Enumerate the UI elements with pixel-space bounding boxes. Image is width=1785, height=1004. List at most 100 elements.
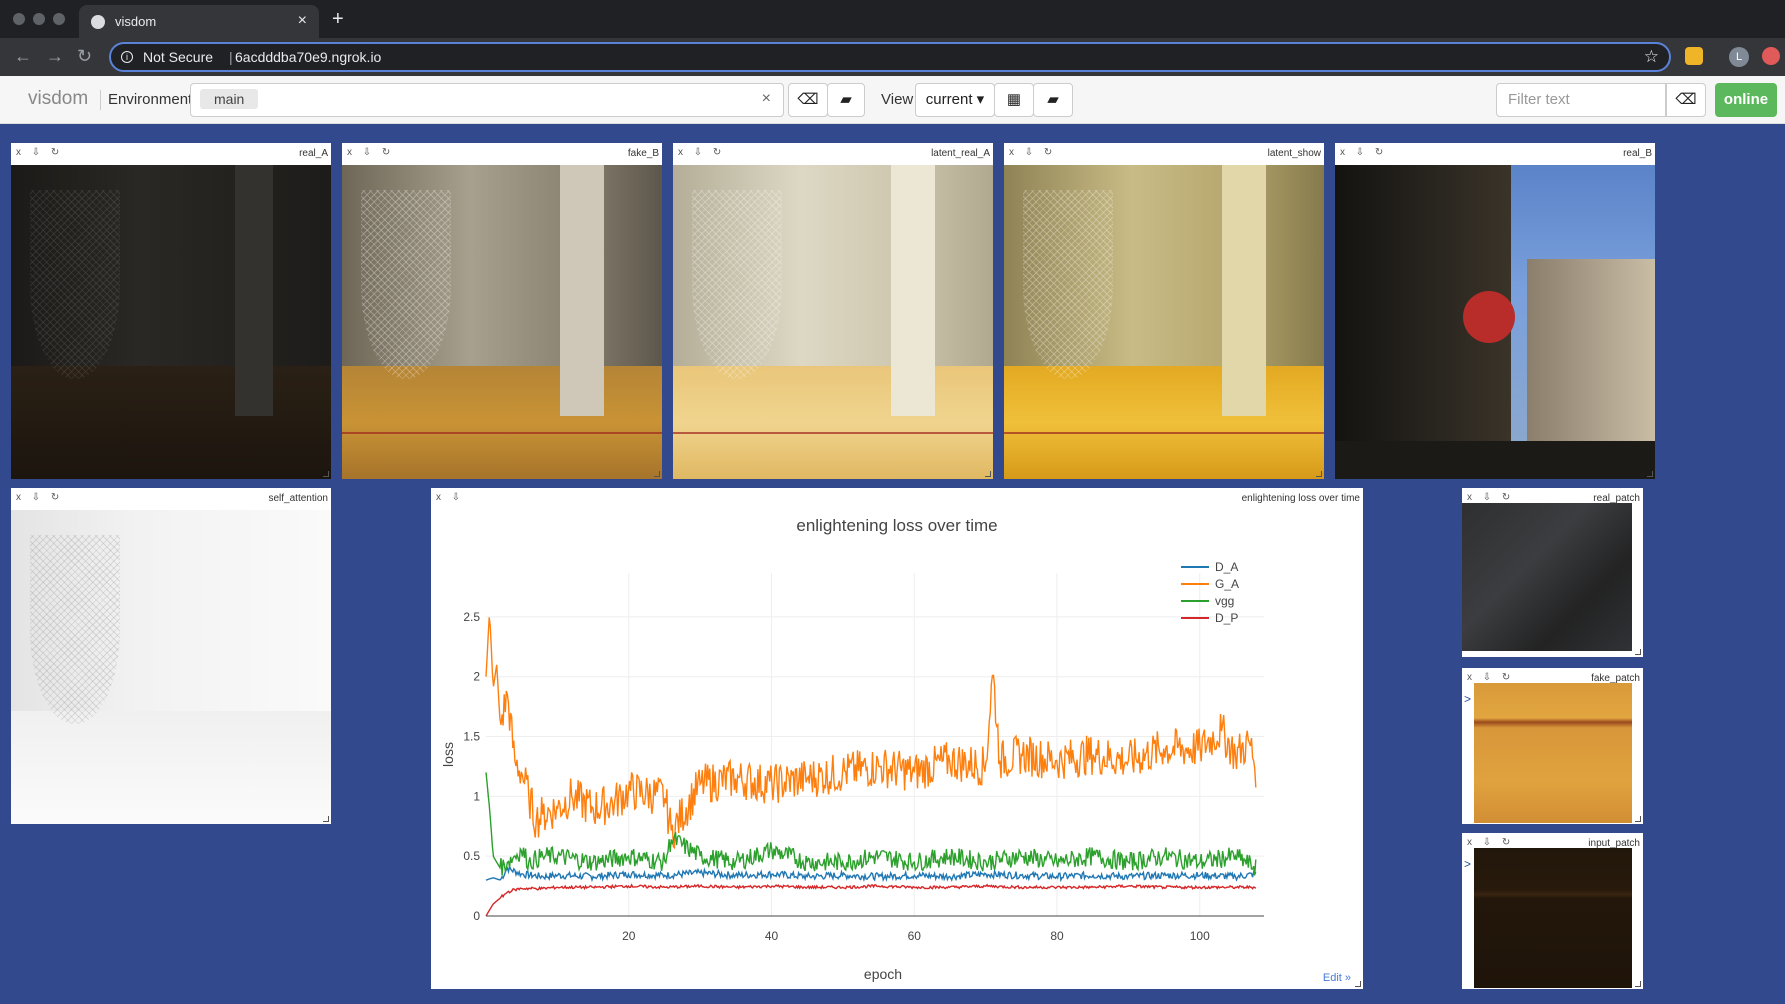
pane-controls-icon[interactable]: x ⇩ ↻ — [16, 492, 64, 503]
pane-controls-icon[interactable]: x ⇩ ↻ — [1467, 837, 1515, 848]
pane-fake-patch[interactable]: x ⇩ ↻ fake_patch > — [1462, 668, 1643, 824]
pane-controls-icon[interactable]: x ⇩ ↻ — [347, 147, 395, 158]
resize-handle[interactable] — [985, 471, 991, 477]
pane-loss-chart[interactable]: x ⇩ enlightening loss over time enlighte… — [431, 488, 1363, 989]
url-input[interactable]: i Not Secure | 6acdddba70e9.ngrok.io ☆ — [109, 42, 1671, 72]
pane-real-patch[interactable]: x ⇩ ↻ real_patch — [1462, 488, 1643, 657]
pane-title: input_patch — [1588, 838, 1640, 849]
view-select[interactable]: current ▾ — [915, 83, 995, 117]
edit-chart-link[interactable]: Edit » — [1322, 972, 1351, 984]
manage-views-button[interactable]: ▰ — [1033, 83, 1073, 117]
image-real-b — [1335, 165, 1655, 479]
x-tick-label: 60 — [908, 929, 922, 943]
y-tick-label: 0 — [473, 909, 480, 923]
pane-title: real_A — [299, 148, 328, 159]
loss-line-chart[interactable]: 20 40 60 80 100 0 0.5 1 1.5 2 2.5 epoch loss D_A G_Av… — [431, 488, 1363, 989]
repack-layout-button[interactable]: ▦ — [994, 83, 1034, 117]
pane-title: latent_show — [1267, 148, 1321, 159]
resize-handle[interactable] — [1355, 981, 1361, 987]
manage-environments-button[interactable]: ▰ — [827, 83, 865, 117]
clear-environment-button[interactable]: ⌫ — [788, 83, 828, 117]
pane-titlebar[interactable]: x ⇩ ↻ fake_patch — [1462, 668, 1643, 690]
pane-controls-icon[interactable]: x ⇩ ↻ — [1340, 147, 1388, 158]
pane-titlebar[interactable]: x ⇩ ↻ latent_real_A — [673, 143, 993, 165]
no-entry-sign-icon — [1463, 290, 1515, 343]
resize-handle[interactable] — [323, 816, 329, 822]
url-text: 6acdddba70e9.ngrok.io — [235, 49, 382, 65]
browser-tab[interactable]: visdom × — [79, 5, 319, 38]
connection-status-button[interactable]: online — [1715, 83, 1777, 117]
series-line-vgg — [485, 772, 1257, 876]
image-input-patch — [1474, 848, 1632, 988]
pane-title: fake_B — [627, 148, 659, 159]
y-tick-label: 1 — [473, 789, 480, 803]
resize-handle[interactable] — [1647, 471, 1653, 477]
view-label: View — [881, 91, 914, 108]
window-minimize-control[interactable] — [33, 13, 45, 25]
window-maximize-control[interactable] — [53, 13, 65, 25]
pane-latent-show[interactable]: x ⇩ ↻ latent_show — [1004, 143, 1324, 479]
pane-controls-icon[interactable]: x ⇩ — [436, 492, 465, 503]
image-real-a — [11, 165, 331, 479]
pane-real-a[interactable]: x ⇩ ↻ real_A — [11, 143, 331, 479]
resize-handle[interactable] — [654, 471, 660, 477]
pane-title: fake_patch — [1591, 673, 1640, 684]
y-tick-label: 2.5 — [463, 610, 480, 624]
pane-input-patch[interactable]: x ⇩ ↻ input_patch > — [1462, 833, 1643, 989]
filter-text-input[interactable]: Filter text — [1496, 83, 1666, 117]
pane-self-attention[interactable]: x ⇩ ↻ self_attention — [11, 488, 331, 824]
pane-title: self_attention — [268, 493, 329, 504]
tab-close-icon[interactable]: × — [297, 12, 307, 29]
legend-label: D_P — [1215, 611, 1238, 625]
clear-filter-button[interactable]: ⌫ — [1666, 83, 1706, 117]
pane-controls-icon[interactable]: x ⇩ ↻ — [1467, 672, 1515, 683]
x-tick-label: 20 — [622, 929, 636, 943]
pane-latent-real-a[interactable]: x ⇩ ↻ latent_real_A — [673, 143, 993, 479]
window-close-control[interactable] — [13, 13, 25, 25]
resize-handle[interactable] — [1635, 649, 1641, 655]
x-axis-label: epoch — [864, 966, 902, 982]
pane-fake-b[interactable]: x ⇩ ↻ fake_B — [342, 143, 662, 479]
extension-icon[interactable] — [1685, 47, 1703, 65]
forward-arrow-icon[interactable]: → — [46, 46, 64, 66]
pane-titlebar[interactable]: x ⇩ enlightening loss over time — [431, 488, 1363, 510]
environment-select[interactable]: main × — [190, 83, 784, 117]
resize-handle[interactable] — [1316, 471, 1322, 477]
pane-titlebar[interactable]: x ⇩ ↻ latent_show — [1004, 143, 1324, 165]
pane-title: latent_real_A — [931, 148, 990, 159]
pane-controls-icon[interactable]: x ⇩ ↻ — [1467, 492, 1515, 503]
image-fake-b — [342, 165, 662, 479]
globe-icon — [91, 15, 105, 29]
resize-handle[interactable] — [323, 471, 329, 477]
y-tick-label: 2 — [473, 670, 480, 684]
extension-badge-icon[interactable] — [1762, 47, 1780, 65]
pane-controls-icon[interactable]: x ⇩ ↻ — [1009, 147, 1057, 158]
resize-handle[interactable] — [1635, 981, 1641, 987]
back-arrow-icon[interactable]: ← — [14, 46, 32, 66]
y-axis-label: loss — [440, 742, 456, 767]
pane-titlebar[interactable]: x ⇩ ↻ self_attention — [11, 488, 331, 510]
pane-titlebar[interactable]: x ⇩ ↻ real_patch — [1462, 488, 1643, 510]
pane-titlebar[interactable]: x ⇩ ↻ real_B — [1335, 143, 1655, 165]
pane-controls-icon[interactable]: x ⇩ ↻ — [16, 147, 64, 158]
pane-titlebar[interactable]: x ⇩ ↻ fake_B — [342, 143, 662, 165]
image-self-attention — [11, 510, 331, 824]
expand-caret-icon[interactable]: > — [1464, 857, 1472, 871]
pane-real-b[interactable]: x ⇩ ↻ real_B — [1335, 143, 1655, 479]
resize-handle[interactable] — [1635, 816, 1641, 822]
y-tick-label: 1.5 — [463, 730, 480, 744]
browser-address-bar: ← → ↻ i Not Secure | 6acdddba70e9.ngrok.… — [0, 38, 1785, 76]
profile-avatar[interactable]: L — [1729, 47, 1749, 67]
pane-titlebar[interactable]: x ⇩ ↻ real_A — [11, 143, 331, 165]
environment-chip[interactable]: main — [200, 89, 259, 109]
pane-controls-icon[interactable]: x ⇩ ↻ — [678, 147, 726, 158]
legend-label: G_A — [1215, 577, 1239, 591]
new-tab-icon[interactable]: + — [332, 8, 344, 30]
pane-titlebar[interactable]: x ⇩ ↻ input_patch — [1462, 833, 1643, 855]
expand-caret-icon[interactable]: > — [1464, 692, 1472, 706]
reload-icon[interactable]: ↻ — [77, 46, 93, 66]
image-latent-real-a — [673, 165, 993, 479]
bookmark-star-icon[interactable]: ☆ — [1643, 47, 1659, 66]
info-icon[interactable]: i — [121, 51, 133, 63]
clear-environment-icon[interactable]: × — [761, 90, 771, 107]
